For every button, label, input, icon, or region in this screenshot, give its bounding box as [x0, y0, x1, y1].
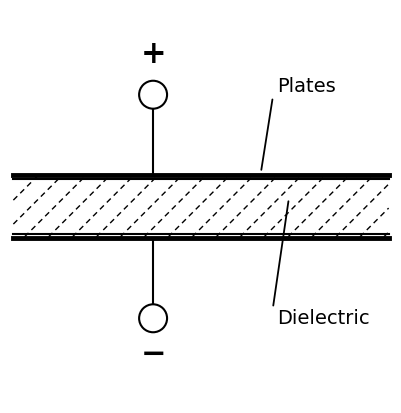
Text: −: −: [140, 339, 166, 370]
Text: Plates: Plates: [276, 77, 335, 96]
Circle shape: [139, 81, 167, 109]
Text: +: +: [140, 39, 166, 70]
Text: Dielectric: Dielectric: [276, 309, 369, 328]
Circle shape: [139, 304, 167, 332]
Bar: [13, 176, 388, 237]
